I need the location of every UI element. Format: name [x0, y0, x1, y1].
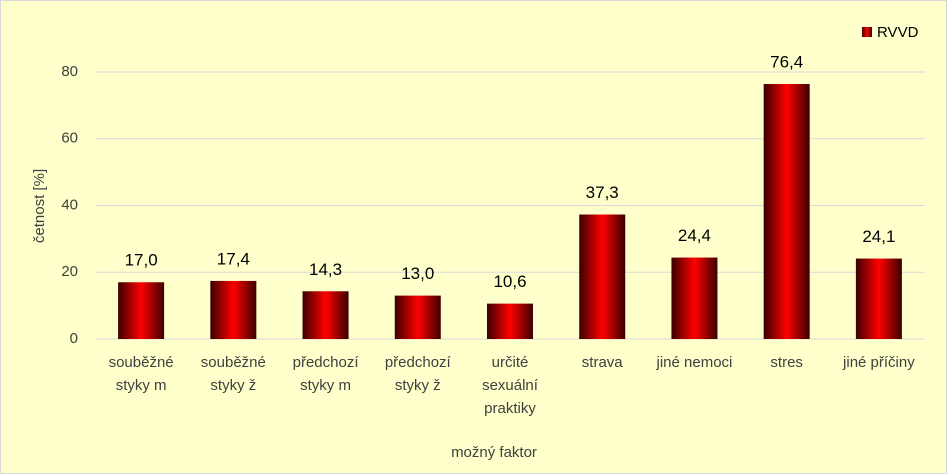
- x-tick-label: předchozí: [385, 354, 452, 371]
- y-tick-label: 20: [61, 263, 78, 280]
- x-tick-label: styky m: [300, 377, 351, 394]
- x-tick-label: styky ž: [210, 377, 256, 394]
- bar: [671, 257, 718, 339]
- bar: [302, 291, 349, 339]
- value-label: 37,3: [586, 183, 619, 202]
- value-label: 17,0: [125, 251, 158, 270]
- y-tick-label: 40: [61, 196, 78, 213]
- x-tick-label: předchozí: [293, 354, 360, 371]
- bar: [855, 258, 902, 339]
- x-tick-label: jiné příčiny: [842, 354, 915, 371]
- x-tick-label: strava: [582, 354, 624, 371]
- value-label: 10,6: [493, 272, 526, 291]
- value-label: 14,3: [309, 260, 342, 279]
- value-label: 13,0: [401, 264, 434, 283]
- bar: [118, 282, 165, 339]
- x-tick-label: styky ž: [395, 377, 441, 394]
- bar: [210, 280, 257, 339]
- x-tick-label: styky m: [116, 377, 167, 394]
- x-tick-label: jiné nemoci: [656, 354, 733, 371]
- y-tick-label: 80: [61, 63, 78, 80]
- bar: [394, 295, 441, 339]
- legend-label: RVVD: [877, 24, 919, 41]
- x-tick-label: sexuální: [482, 377, 539, 394]
- x-tick-label: stres: [770, 354, 803, 371]
- value-label: 17,4: [217, 249, 250, 268]
- value-label: 76,4: [770, 52, 803, 71]
- x-tick-label: souběžné: [201, 354, 266, 371]
- x-tick-label: souběžné: [109, 354, 174, 371]
- value-label: 24,1: [862, 227, 895, 246]
- x-axis-title: možný faktor: [451, 444, 537, 461]
- bar: [763, 84, 810, 339]
- bar: [579, 214, 626, 339]
- value-label: 24,4: [678, 226, 711, 245]
- x-tick-label: určité: [492, 354, 529, 371]
- y-axis-title: četnost [%]: [31, 169, 48, 243]
- x-tick-label: praktiky: [484, 400, 536, 417]
- y-tick-label: 0: [70, 330, 78, 347]
- legend-swatch: [862, 27, 872, 37]
- bar: [487, 303, 533, 339]
- y-tick-label: 60: [61, 130, 78, 147]
